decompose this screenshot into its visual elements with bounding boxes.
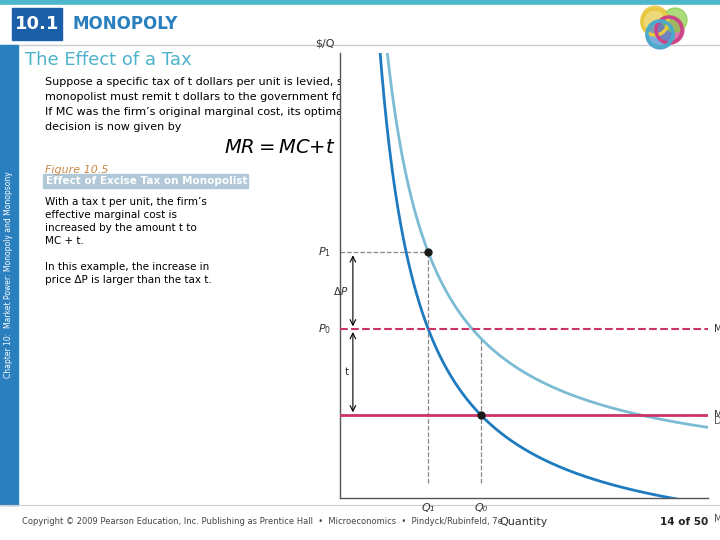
Text: decision is now given by: decision is now given by <box>45 122 181 132</box>
Text: $MR{=}MC{+}t$: $MR{=}MC{+}t$ <box>225 139 336 157</box>
Text: t: t <box>344 367 348 377</box>
Text: increased by the amount t to: increased by the amount t to <box>45 223 197 233</box>
Text: 14 of 50: 14 of 50 <box>660 517 708 527</box>
Circle shape <box>656 16 684 44</box>
X-axis label: Quantity: Quantity <box>500 517 548 527</box>
Text: $P_0$: $P_0$ <box>318 322 330 336</box>
Bar <box>12 8 62 40</box>
Y-axis label: $/Q: $/Q <box>315 38 335 49</box>
Text: $\Delta P$: $\Delta P$ <box>333 285 348 297</box>
Text: Effect of Excise Tax on Monopolist: Effect of Excise Tax on Monopolist <box>46 176 248 186</box>
Text: D = AR: D = AR <box>714 416 720 426</box>
Text: MC + t: MC + t <box>714 324 720 334</box>
Text: Suppose a specific tax of t dollars per unit is levied, so that the: Suppose a specific tax of t dollars per … <box>45 77 397 87</box>
Circle shape <box>646 21 674 49</box>
Text: MC: MC <box>714 410 720 420</box>
Text: $P_1$: $P_1$ <box>318 246 330 259</box>
Circle shape <box>641 6 669 34</box>
Text: 10.1: 10.1 <box>15 15 59 33</box>
Text: In this example, the increase in: In this example, the increase in <box>45 262 210 272</box>
Text: price ΔP is larger than the tax t.: price ΔP is larger than the tax t. <box>45 275 212 285</box>
Bar <box>0 45 18 505</box>
Text: The Effect of a Tax: The Effect of a Tax <box>25 51 192 69</box>
Text: MONOPOLY: MONOPOLY <box>72 15 177 33</box>
Text: With a tax t per unit, the firm’s: With a tax t per unit, the firm’s <box>45 197 207 207</box>
Text: Copyright © 2009 Pearson Education, Inc. Publishing as Prentice Hall  •  Microec: Copyright © 2009 Pearson Education, Inc.… <box>22 517 505 526</box>
Text: monopolist must remit t dollars to the government for every unit it sells.: monopolist must remit t dollars to the g… <box>45 92 450 102</box>
Text: Figure 10.5: Figure 10.5 <box>45 165 109 175</box>
Bar <box>0 5 720 45</box>
Bar <box>43 174 248 188</box>
Bar <box>0 0 720 5</box>
Text: MR: MR <box>714 515 720 524</box>
Text: effective marginal cost is: effective marginal cost is <box>45 210 177 220</box>
Text: If MC was the firm’s original marginal cost, its optimal production: If MC was the firm’s original marginal c… <box>45 107 410 117</box>
Text: Chapter 10:  Market Power: Monopoly and Monopsony: Chapter 10: Market Power: Monopoly and M… <box>4 172 14 379</box>
Circle shape <box>663 8 687 32</box>
Text: MC + t.: MC + t. <box>45 236 84 246</box>
